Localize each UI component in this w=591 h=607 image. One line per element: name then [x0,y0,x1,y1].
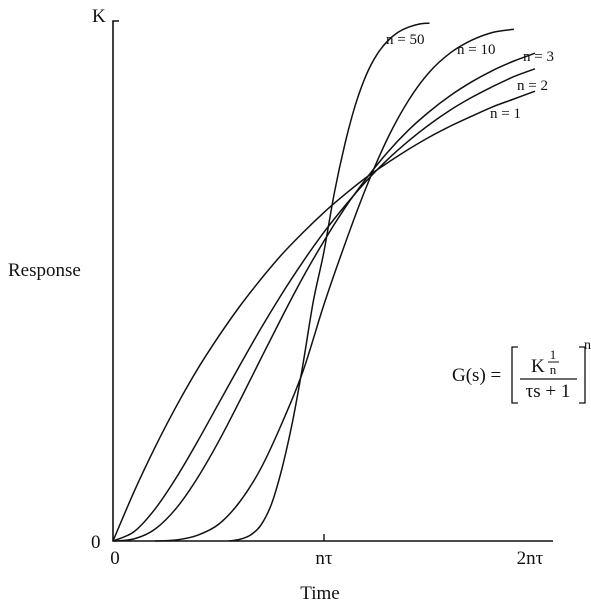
axes [112,20,553,542]
series-line-n50 [228,22,430,542]
series-line-n2 [112,68,536,542]
series-line-n1 [112,90,536,542]
series-label-n50: n = 50 [386,32,424,48]
y-tick-label-K: K [92,6,106,27]
formula-exponent-numerator: 1 [550,347,557,362]
series-label-n10: n = 10 [457,42,495,58]
transfer-function-annotation: G(s) = K 1 n τs + 1 n [452,338,591,404]
formula-numerator: K [531,356,545,377]
series-line-n3 [112,52,536,542]
y-axis-label: Response [8,260,81,281]
series-group: n = 1 n = 2 n = 3 n = 10 n = 50 [112,22,554,542]
formula-outer-exponent: n [584,338,591,353]
formula-left-bracket [511,346,518,404]
series-line-n10 [155,28,515,542]
series-label-n3: n = 3 [523,49,554,65]
formula-right-bracket [579,346,586,404]
formula-lhs: G(s) = [452,365,501,386]
x-axis-label: Time [300,583,339,604]
x-tick-label-2ntau: 2nτ [517,548,544,569]
y-tick-label-0: 0 [91,532,101,553]
x-tick-label-ntau: nτ [315,548,333,569]
formula-exponent-denominator: n [550,362,557,377]
series-label-n2: n = 2 [517,78,548,94]
series-label-n1: n = 1 [490,106,521,122]
x-tick-label-0: 0 [110,548,120,569]
formula-denominator: τs + 1 [526,381,571,402]
